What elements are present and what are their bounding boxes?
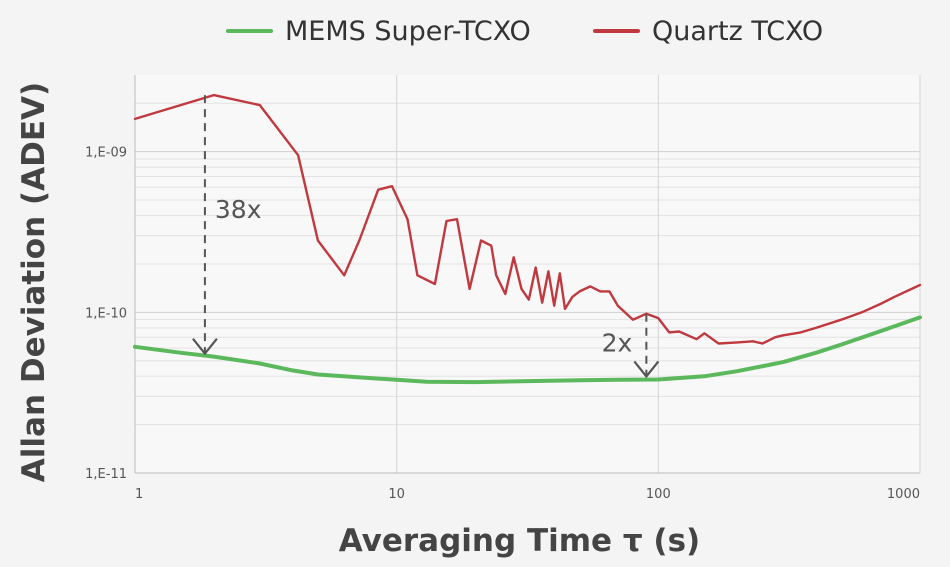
y-tick-label: 1,E-09 xyxy=(85,146,127,161)
x-tick-label: 100 xyxy=(646,487,671,502)
annotation-arrow: 2x xyxy=(602,313,660,379)
legend-entry: MEMS Super-TCXO xyxy=(285,16,531,47)
x-tick-label: 1 xyxy=(135,487,143,502)
annotation-arrow: 38x xyxy=(192,95,262,356)
tick-labels: 1 10 100 1000 1,E-09 1,E-10 1,E-11 xyxy=(85,146,920,502)
series-line-2 xyxy=(133,93,922,345)
x-axis-title: Averaging Time τ (s) xyxy=(339,523,700,559)
annotation-arrowhead xyxy=(633,360,660,379)
axes xyxy=(134,75,920,474)
legend-entry: Quartz TCXO xyxy=(652,16,823,47)
series-lines xyxy=(133,93,922,385)
series-line-1 xyxy=(133,315,922,385)
y-tick-label: 1,E-10 xyxy=(85,306,127,321)
plot-area xyxy=(135,75,920,473)
annotation-label: 38x xyxy=(215,195,262,224)
x-tick-label: 1000 xyxy=(887,487,920,502)
annotation-label: 2x xyxy=(602,328,633,357)
y-axis-title: Allan Deviation (ADEV) xyxy=(16,82,52,482)
y-tick-label: 1,E-11 xyxy=(85,467,127,482)
x-tick-label: 10 xyxy=(388,487,405,502)
annotations: 38x 2x xyxy=(192,95,660,379)
annotation-arrowhead xyxy=(192,337,218,356)
legend: MEMS Super-TCXO Quartz TCXO xyxy=(226,16,823,47)
